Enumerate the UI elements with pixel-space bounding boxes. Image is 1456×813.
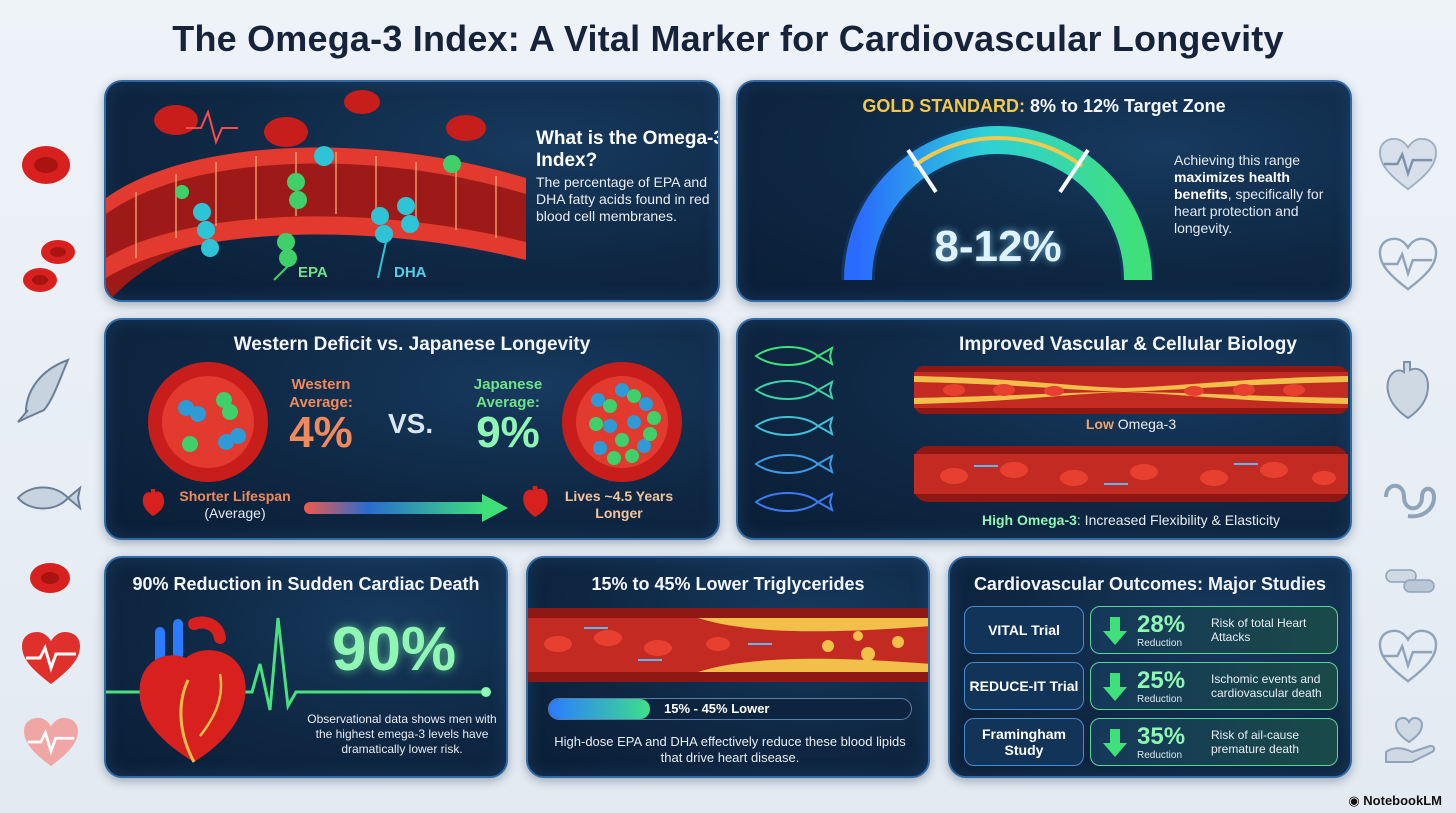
study-percent: 28%	[1137, 611, 1186, 638]
study-risk: Risk of ail-cause premature death	[1211, 728, 1300, 756]
high-omega-vessel	[914, 446, 1348, 502]
heart-pulse-faded-icon	[24, 717, 78, 767]
cardiac-death-title: 90% Reduction in Sudden Cardiac Death	[132, 574, 480, 594]
low-omega-vessel	[914, 366, 1348, 414]
shorter-lifespan-line-2: (Average)	[204, 505, 266, 521]
notebooklm-brand: ◉ NotebookLM	[1348, 793, 1442, 809]
japanese-cell-illustration	[562, 362, 682, 482]
gold-standard-panel: GOLD STANDARD: 8% to 12% Target Zone 8-1…	[736, 80, 1352, 302]
triglycerides-panel: 15% to 45% Lower Triglycerides 15% - 45%…	[526, 556, 930, 778]
western-value: 4%	[289, 408, 353, 457]
heart-ecg-line-icon	[1378, 237, 1438, 291]
anatomical-heart-icon	[1386, 361, 1430, 420]
high-omega-bold: High Omega-3	[982, 512, 1077, 528]
gold-standard-description: Achieving this range maximizes health be…	[1174, 152, 1334, 237]
study-name: Framingham Study	[964, 718, 1084, 766]
cardiac-death-value: 90%	[332, 615, 457, 684]
low-omega-label: Low Omega-3	[914, 416, 1348, 432]
study-result: 28% Reduction Risk of total Heart Attack…	[1090, 606, 1338, 654]
heart-ecg-line-icon-2	[1378, 629, 1438, 683]
definition-panel: EPA DHA What is the Omega-3 Index? The p…	[104, 80, 720, 302]
deficit-title: Western Deficit vs. Japanese Longevity	[233, 334, 591, 355]
cell-membrane-illustration	[106, 90, 526, 300]
study-risk: Risk of total Heart Attacks	[1211, 616, 1307, 644]
gold-standard-prefix: GOLD STANDARD:	[862, 96, 1025, 116]
study-reduction-label: Reduction	[1137, 750, 1183, 761]
high-omega-label: High Omega-3: Increased Flexibility & El…	[914, 512, 1348, 528]
study-percent: 25%	[1137, 667, 1186, 694]
intestine-icon	[1384, 483, 1437, 519]
lives-longer-caption: Lives ~4.5 Years Longer	[564, 488, 674, 521]
definition-body: The percentage of EPA and DHA fatty acid…	[536, 174, 710, 224]
hand-heart-icon	[1385, 716, 1436, 763]
lifespan-arrow	[304, 494, 508, 522]
down-arrow-icon	[1103, 673, 1127, 701]
target-gauge	[841, 123, 1155, 281]
cardiac-death-description: Observational data shows men with the hi…	[307, 712, 497, 756]
western-cell-illustration	[148, 362, 268, 482]
study-row-framingham: Framingham Study 35% Reduction Risk of a…	[964, 718, 1338, 766]
shorter-lifespan-caption: Shorter Lifespan (Average)	[170, 488, 300, 522]
triglycerides-bar	[548, 698, 912, 720]
desc-part-1: Achieving this range	[1174, 152, 1301, 168]
studies-title: Cardiovascular Outcomes: Major Studies	[973, 574, 1327, 594]
cardiac-death-panel: 90% Reduction in Sudden Cardiac Death 90…	[104, 556, 508, 778]
study-result: 25% Reduction Ischomic events and cardio…	[1090, 662, 1338, 710]
desc-part-2: , specifically for heart protection and …	[1174, 186, 1324, 236]
study-name: REDUCE-IT Trial	[964, 662, 1084, 710]
biology-title: Improved Vascular & Cellular Biology	[959, 334, 1297, 355]
triglycerides-bar-fill	[549, 699, 651, 719]
study-row-reduce-it: REDUCE-IT Trial 25% Reduction Ischomic e…	[964, 662, 1338, 710]
page-title: The Omega-3 Index: A Vital Marker for Ca…	[172, 18, 1284, 59]
western-label: Western Average:	[289, 376, 353, 411]
red-blood-cells-icon	[23, 240, 75, 292]
high-omega-rest: : Increased Flexibility & Elasticity	[1076, 512, 1280, 528]
artery-plaque-illustration	[528, 608, 928, 682]
study-name: VITAL Trial	[964, 606, 1084, 654]
versus-label: VS.	[388, 408, 434, 439]
definition-heading: What is the Omega-3 Index?	[536, 128, 720, 171]
low-omega-rest: Omega-3	[1113, 416, 1177, 432]
notebooklm-logo-icon: ◉	[1348, 793, 1364, 808]
studies-panel: Cardiovascular Outcomes: Major Studies V…	[948, 556, 1352, 778]
gauge-value: 8-12%	[934, 222, 1062, 271]
desc-bold: maximizes health benefits	[1174, 169, 1290, 202]
salmon-icon	[17, 358, 70, 423]
triglycerides-title: 15% to 45% Lower Triglycerides	[591, 574, 865, 594]
study-reduction-label: Reduction	[1137, 694, 1183, 705]
dha-label: DHA	[394, 264, 427, 281]
triglycerides-bar-label: 15% - 45% Lower	[664, 701, 770, 716]
fish-column-illustration	[754, 345, 834, 513]
heart-ecg-outline-icon	[1378, 137, 1438, 191]
heart-anatomy-illustration	[139, 616, 246, 763]
red-blood-cell-small-icon	[30, 563, 70, 593]
deficit-panel: Western Deficit vs. Japanese Longevity W…	[104, 318, 720, 540]
brand-label: NotebookLM	[1363, 793, 1442, 808]
japanese-value: 9%	[476, 408, 540, 457]
heart-pulse-icon	[22, 632, 80, 684]
study-result: 35% Reduction Risk of ail-cause prematur…	[1090, 718, 1338, 766]
study-row-vital: VITAL Trial 28% Reduction Risk of total …	[964, 606, 1338, 654]
down-arrow-icon	[1103, 617, 1127, 645]
heart-right-icon	[523, 485, 548, 517]
study-risk: Ischomic events and cardiovascular death	[1211, 672, 1322, 700]
down-arrow-icon	[1103, 729, 1127, 757]
red-blood-cell-icon	[22, 146, 70, 184]
fish-icon	[16, 485, 82, 511]
epa-label: EPA	[298, 264, 328, 281]
study-percent: 35%	[1137, 723, 1186, 750]
heart-left-icon	[142, 489, 164, 516]
shorter-lifespan-line-1: Shorter Lifespan	[179, 488, 291, 504]
low-omega-bold: Low	[1085, 416, 1114, 432]
gold-standard-title: GOLD STANDARD: 8% to 12% Target Zone	[738, 96, 1350, 117]
japanese-label: Japanese Average:	[473, 376, 543, 411]
triglycerides-description: High-dose EPA and DHA effectively reduce…	[554, 734, 906, 765]
gold-standard-rest: 8% to 12% Target Zone	[1024, 96, 1226, 116]
capsules-icon	[1385, 569, 1435, 593]
biology-panel: Improved Vascular & Cellular Biology Low…	[736, 318, 1352, 540]
study-reduction-label: Reduction	[1137, 638, 1183, 649]
